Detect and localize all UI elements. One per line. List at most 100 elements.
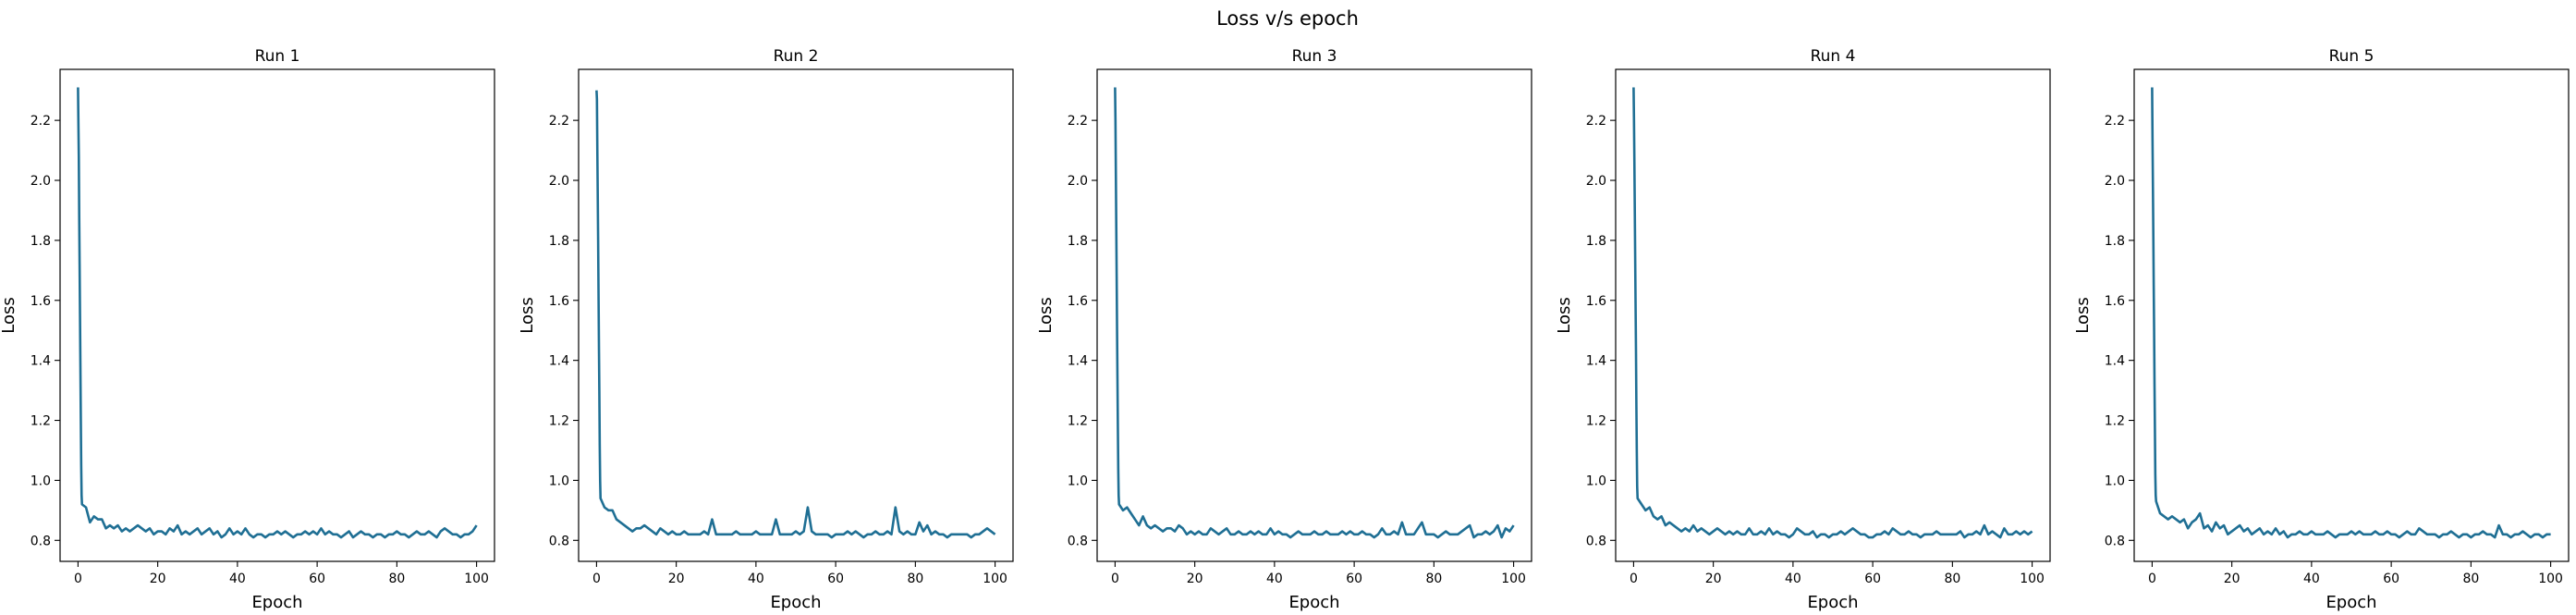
x-tick-label: 20 (150, 572, 166, 586)
x-axis-label: Epoch (2326, 593, 2376, 612)
x-tick-label: 100 (464, 572, 489, 586)
y-tick-label: 1.2 (1586, 414, 1606, 429)
y-tick-label: 1.6 (1586, 294, 1606, 309)
y-tick-label: 1.8 (2105, 234, 2125, 249)
x-tick-label: 60 (1346, 572, 1362, 586)
x-tick-label: 100 (983, 572, 1007, 586)
y-tick-label: 1.0 (1068, 474, 1088, 488)
x-axis-label: Epoch (770, 593, 821, 612)
y-tick-label: 2.0 (1586, 174, 1606, 189)
subplot-title: Run 3 (1292, 47, 1337, 66)
loss-series-line (1632, 87, 2033, 539)
y-tick-label: 0.8 (1586, 534, 1606, 548)
y-tick-label: 1.0 (2105, 474, 2125, 488)
x-tick-label: 80 (1425, 572, 1442, 586)
y-axis-label: Loss (1555, 297, 1574, 333)
x-tick-label: 80 (1944, 572, 1960, 586)
plot-frame (1096, 68, 1532, 562)
x-tick-label: 40 (1785, 572, 1801, 586)
y-tick-label: 1.6 (31, 294, 51, 309)
subplot-title: Run 1 (255, 47, 300, 66)
subplot-title: Run 4 (1811, 47, 1856, 66)
y-tick-label: 1.4 (549, 354, 569, 369)
y-tick-label: 2.0 (2105, 174, 2125, 189)
plot-frame (578, 68, 1014, 562)
y-tick-label: 1.6 (1068, 294, 1088, 309)
y-tick-label: 0.8 (1068, 534, 1088, 548)
x-tick-label: 40 (748, 572, 764, 586)
x-tick-label: 60 (2383, 572, 2399, 586)
y-tick-label: 2.2 (31, 114, 51, 129)
x-tick-label: 100 (2538, 572, 2563, 586)
x-tick-label: 100 (1501, 572, 1526, 586)
y-tick-label: 2.2 (1586, 114, 1606, 129)
y-tick-label: 1.8 (549, 234, 569, 249)
plot-frame (1615, 68, 2051, 562)
y-tick-label: 0.8 (31, 534, 51, 548)
loss-series-line (1114, 87, 1515, 539)
y-tick-label: 1.2 (1068, 414, 1088, 429)
x-axis-label: Epoch (1807, 593, 1858, 612)
x-tick-label: 0 (592, 572, 601, 586)
y-tick-label: 1.4 (1068, 354, 1088, 369)
x-tick-label: 60 (827, 572, 844, 586)
x-tick-label: 20 (2224, 572, 2240, 586)
x-tick-label: 80 (2462, 572, 2479, 586)
x-axis-label: Epoch (251, 593, 302, 612)
x-tick-label: 60 (1864, 572, 1881, 586)
y-tick-label: 1.4 (31, 354, 51, 369)
y-tick-label: 1.2 (31, 414, 51, 429)
subplot-5: Run 5 0 20 40 60 80 100 0.8 1.0 1.2 1.4 1.6 1.8 2.0 2.… (2073, 47, 2570, 612)
loss-series-line (77, 87, 478, 539)
x-tick-label: 100 (2020, 572, 2045, 586)
x-tick-label: 20 (1705, 572, 1722, 586)
subplot-3: Run 3 0 20 40 60 80 100 0.8 1.0 1.2 1.4 1.6 1.8 2.0 2.… (1036, 47, 1532, 612)
y-tick-label: 2.2 (549, 114, 569, 129)
subplot-1: Run 1 0 20 40 60 80 100 0.8 1.0 1.2 1.4 1.6 1.8 2.0 2.… (0, 47, 495, 612)
loss-series-line (595, 90, 996, 539)
figure-suptitle: Loss v/s epoch (1216, 7, 1359, 30)
y-tick-label: 2.0 (31, 174, 51, 189)
y-axis-label: Loss (2073, 297, 2093, 333)
y-tick-label: 1.0 (549, 474, 569, 488)
y-tick-label: 0.8 (2105, 534, 2125, 548)
x-tick-label: 40 (229, 572, 246, 586)
x-tick-label: 40 (2303, 572, 2320, 586)
y-tick-label: 1.8 (1068, 234, 1088, 249)
y-tick-label: 1.0 (31, 474, 51, 488)
x-tick-label: 60 (309, 572, 325, 586)
y-tick-label: 1.2 (2105, 414, 2125, 429)
subplot-title: Run 5 (2329, 47, 2375, 66)
y-tick-label: 1.8 (1586, 234, 1606, 249)
subplot-title: Run 2 (774, 47, 819, 66)
y-tick-label: 2.0 (549, 174, 569, 189)
x-tick-label: 80 (907, 572, 923, 586)
x-tick-label: 80 (388, 572, 405, 586)
y-axis-label: Loss (1036, 297, 1056, 333)
y-axis-label: Loss (0, 297, 18, 333)
y-tick-label: 1.4 (2105, 354, 2125, 369)
x-tick-label: 20 (1187, 572, 1203, 586)
y-tick-label: 2.2 (1068, 114, 1088, 129)
x-tick-label: 20 (668, 572, 685, 586)
y-tick-label: 1.6 (2105, 294, 2125, 309)
y-tick-label: 1.8 (31, 234, 51, 249)
plot-frame (2133, 68, 2570, 562)
x-tick-label: 0 (2148, 572, 2156, 586)
loss-series-line (2151, 87, 2551, 539)
y-tick-label: 1.6 (549, 294, 569, 309)
subplot-2: Run 2 0 20 40 60 80 100 0.8 1.0 1.2 1.4 1.6 1.8 2.0 2.… (518, 47, 1014, 612)
y-tick-label: 0.8 (549, 534, 569, 548)
y-tick-label: 1.4 (1586, 354, 1606, 369)
y-tick-label: 1.2 (549, 414, 569, 429)
y-axis-label: Loss (518, 297, 537, 333)
x-tick-label: 40 (1266, 572, 1283, 586)
subplot-4: Run 4 0 20 40 60 80 100 0.8 1.0 1.2 1.4 1.6 1.8 2.0 2.… (1555, 47, 2051, 612)
y-tick-label: 1.0 (1586, 474, 1606, 488)
y-tick-label: 2.0 (1068, 174, 1088, 189)
x-axis-label: Epoch (1288, 593, 1339, 612)
x-tick-label: 0 (1111, 572, 1119, 586)
plot-frame (59, 68, 495, 562)
